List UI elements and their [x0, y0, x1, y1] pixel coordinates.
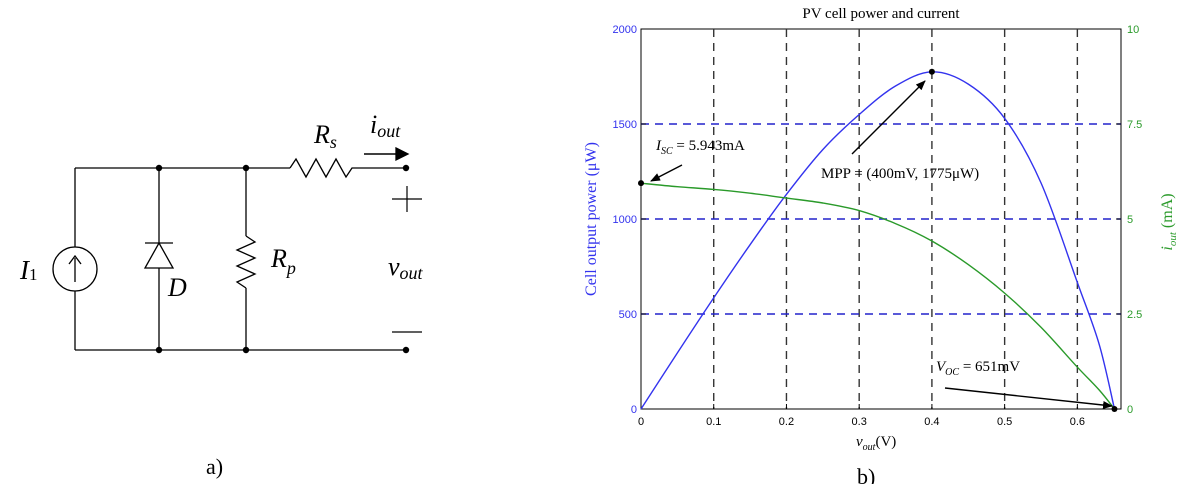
node-bottom-diode: [155, 346, 163, 354]
terminal-bottom: [402, 346, 410, 354]
x-tick-label: 0.3: [852, 416, 867, 428]
y-right-tick-label: 0: [1127, 404, 1133, 416]
y-left-tick-label: 1500: [613, 119, 637, 131]
voc-arrow-icon: [944, 387, 1113, 410]
iout-label: iout: [370, 110, 401, 141]
vout-label: vout: [388, 252, 424, 283]
mpp-arrow-icon: [851, 80, 926, 155]
isc-arrow-icon: [650, 164, 683, 182]
isc-point: [638, 180, 644, 187]
y-left-tick-label: 1000: [613, 214, 637, 226]
iout-arrow-head: [395, 146, 410, 162]
power-series-line: [640, 71, 1116, 410]
diode-icon: [143, 241, 175, 269]
x-tick-label: 0.6: [1070, 416, 1085, 428]
rs-resistor-icon: [289, 157, 404, 179]
y-right-axis-label: iout (mA): [1159, 193, 1179, 250]
voc-point: [1111, 406, 1118, 412]
mpp-annotation: MPP = (400mV, 1775μW): [821, 166, 979, 182]
x-tick-label: 0: [638, 416, 644, 428]
rp-resistor-icon: [235, 235, 257, 289]
panel-a-label: a): [206, 454, 223, 479]
node-bottom-rp: [242, 346, 250, 354]
isc-annotation: ISC = 5.943mA: [655, 138, 745, 157]
rs-label: Rs: [313, 120, 337, 152]
plus-sign: [392, 186, 422, 212]
y-left-tick-label: 0: [631, 404, 637, 416]
current-source-arrow-icon: [68, 254, 82, 282]
x-tick-label: 0.5: [997, 416, 1012, 428]
voc-annotation: VOC = 651mV: [936, 359, 1020, 378]
circuit-labels: I1 D Rp Rs iout vout: [19, 110, 424, 302]
y-right-tick-label: 2.5: [1127, 309, 1142, 321]
x-tick-label: 0.4: [924, 416, 939, 428]
x-tick-label: 0.1: [706, 416, 721, 428]
current-source-label: I1: [19, 255, 38, 285]
panel-b-label: b): [857, 464, 875, 484]
y-right-tick-label: 5: [1127, 214, 1133, 226]
current-source: [52, 246, 98, 292]
circuit-diagram: [52, 146, 410, 351]
pv-chart: 0 0.1 0.2 0.3 0.4 0.5 0.6 0 500 1000 1500 2000 0 2.5 5…: [583, 6, 1179, 484]
circuit-nodes: [155, 164, 410, 354]
y-left-tick-label: 2000: [613, 24, 637, 36]
x-tick-label: 0.2: [779, 416, 794, 428]
chart-title: PV cell power and current: [802, 6, 960, 22]
mpp-point: [928, 68, 935, 75]
node-top-diode: [155, 164, 163, 172]
node-top-rp: [242, 164, 250, 172]
x-axis-label: vout(V): [856, 434, 896, 453]
y-right-tick-label: 10: [1127, 24, 1139, 36]
diode-label: D: [167, 273, 187, 302]
current-series-line: [640, 182, 1116, 410]
y-left-axis-label: Cell output power (μW): [583, 142, 600, 296]
y-right-tick-label: 7.5: [1127, 119, 1142, 131]
rp-label: Rp: [270, 244, 296, 278]
y-left-tick-label: 500: [619, 309, 637, 321]
terminal-top: [402, 164, 410, 172]
